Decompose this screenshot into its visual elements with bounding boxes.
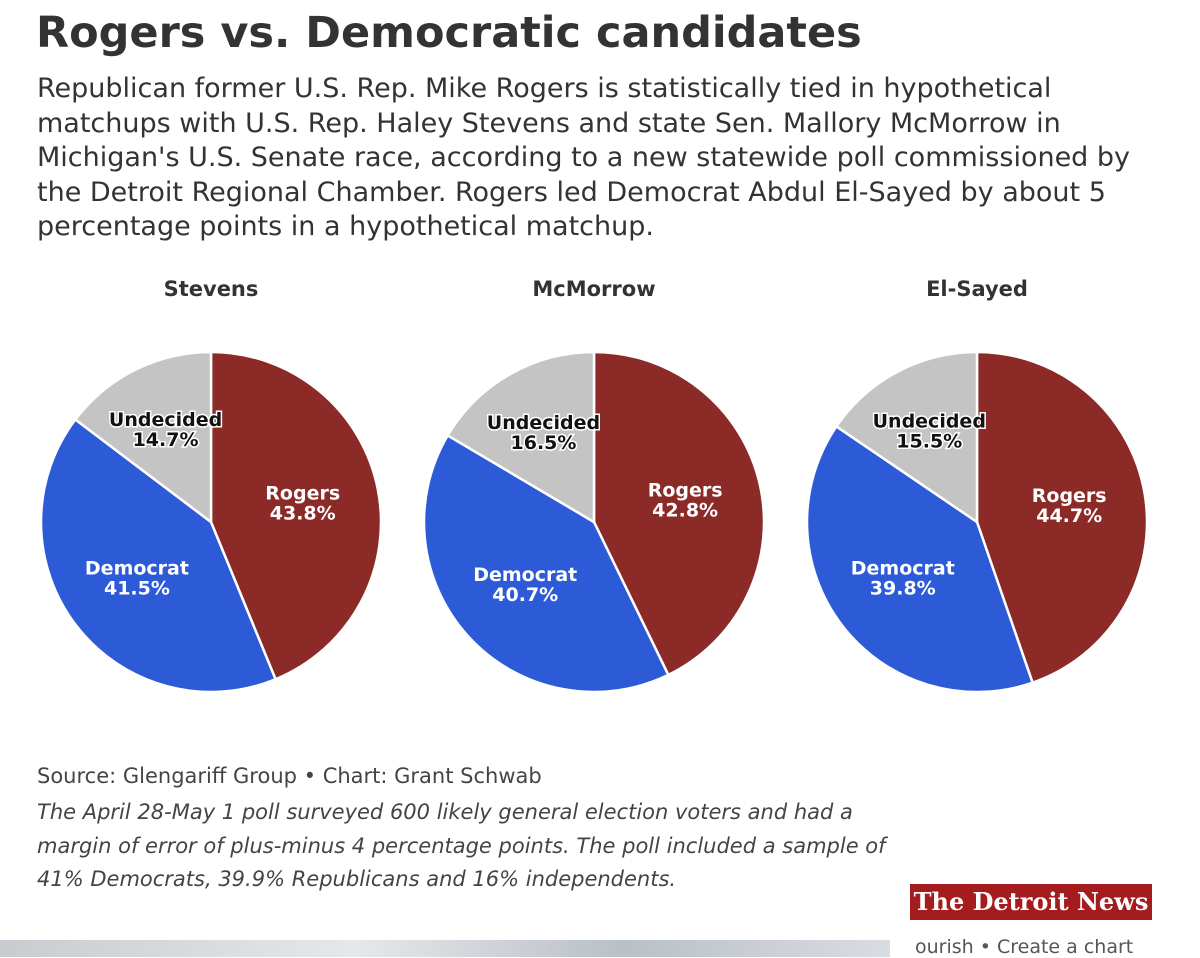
pie-slice xyxy=(422,433,670,694)
slice-label: Democrat xyxy=(851,557,955,579)
slice-label: Rogers xyxy=(265,482,340,504)
slice-value-label: 40.7% xyxy=(492,584,558,606)
pie-slice xyxy=(73,350,213,525)
slice-label: Rogers xyxy=(1032,485,1107,507)
subtitle: Republican former U.S. Rep. Mike Rogers … xyxy=(37,73,1131,242)
pie-charts: StevensRogers43.8%Democrat41.5%Undecided… xyxy=(39,277,1149,694)
pie-slice xyxy=(592,350,766,677)
slice-label: Democrat xyxy=(473,564,577,586)
pie-slice xyxy=(39,417,278,694)
slice-value-label: 43.8% xyxy=(270,502,336,524)
slice-label: Undecided xyxy=(109,409,222,431)
slice-label: Rogers xyxy=(648,480,723,502)
slice-value-label: 41.5% xyxy=(104,578,170,600)
slice-value-label: 16.5% xyxy=(511,432,577,454)
pie-slice xyxy=(445,350,596,525)
pie-slice xyxy=(975,350,1149,685)
pie-slice xyxy=(834,350,979,525)
note: The April 28-May 1 poll surveyed 600 lik… xyxy=(37,800,886,891)
slice-value-label: 42.8% xyxy=(652,500,718,522)
slice-label: Democrat xyxy=(85,558,189,580)
slice-value-label: 14.7% xyxy=(133,429,199,451)
image-strip xyxy=(0,940,890,957)
pie-slice xyxy=(209,350,383,681)
footer-link: ourish • Create a chart xyxy=(915,936,1134,958)
slice-value-label: 39.8% xyxy=(870,577,936,599)
pie-slice xyxy=(805,424,1035,694)
pie-title: El-Sayed xyxy=(926,277,1028,301)
logo: The Detroit News xyxy=(910,884,1152,920)
source: Source: Glengariff Group • Chart: Grant … xyxy=(37,764,542,788)
pie-title: Stevens xyxy=(164,277,259,301)
slice-value-label: 44.7% xyxy=(1036,505,1102,527)
title: Rogers vs. Democratic candidates xyxy=(36,8,862,58)
slice-label: Undecided xyxy=(487,412,600,434)
slice-value-label: 15.5% xyxy=(896,430,962,452)
slice-label: Undecided xyxy=(873,410,986,432)
pie-title: McMorrow xyxy=(532,277,655,301)
